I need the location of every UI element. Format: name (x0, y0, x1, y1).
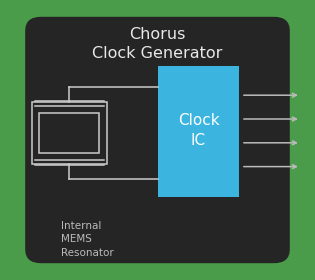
Text: Internal
MEMS
Resonator: Internal MEMS Resonator (61, 221, 114, 258)
Bar (32, 102, 107, 164)
FancyBboxPatch shape (25, 17, 290, 263)
Bar (39, 113, 99, 153)
Bar (158, 66, 239, 197)
Text: Chorus
Clock Generator: Chorus Clock Generator (92, 27, 223, 61)
Text: Clock
IC: Clock IC (178, 113, 219, 148)
